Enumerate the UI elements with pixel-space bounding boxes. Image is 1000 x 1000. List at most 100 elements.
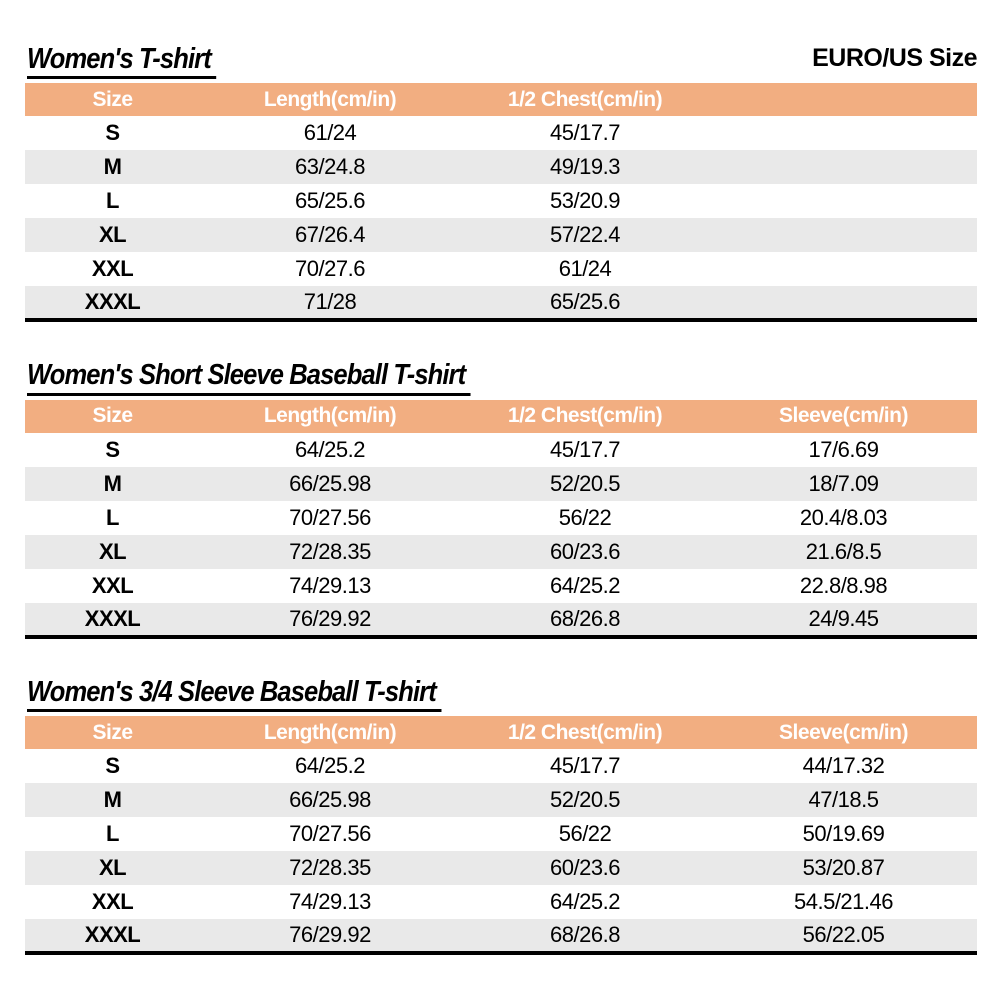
measurement-cell: 54.5/21.46 bbox=[794, 889, 893, 915]
measurement-cell: 61/24 bbox=[558, 256, 612, 282]
measurement-cell: 71/28 bbox=[303, 289, 357, 315]
header-row: Size Length(cm/in) 1/2 Chest(cm/in) Sleeve(… bbox=[25, 716, 977, 750]
size-chart-page: Women's T-shirt EURO/US Size Size Length(… bbox=[25, 44, 977, 956]
measurement-cell: 20.4/8.03 bbox=[799, 504, 888, 530]
measurement-cell: 18/7.09 bbox=[808, 470, 879, 496]
measurement-cell bbox=[710, 218, 977, 252]
table-row: XXXL 76/29.92 68/26.8 24/9.45 bbox=[25, 602, 977, 637]
size-label-cell: L bbox=[106, 821, 119, 847]
measurement-cell: 52/20.5 bbox=[550, 470, 620, 496]
size-label-cell: XL bbox=[98, 222, 127, 248]
table-title: Women's Short Sleeve Baseball T-shirt bbox=[27, 360, 471, 396]
measurement-cell: 24/9.45 bbox=[808, 605, 879, 631]
measurement-cell bbox=[710, 286, 977, 320]
womens-tshirt-section: Women's T-shirt EURO/US Size Size Length(… bbox=[25, 44, 977, 323]
size-table: Size Length(cm/in) 1/2 Chest(cm/in) S 61/24… bbox=[25, 83, 977, 323]
table-row: XXL 70/27.6 61/24 bbox=[25, 252, 977, 286]
column-header: Sleeve(cm/in) bbox=[779, 404, 908, 428]
measurement-cell: 60/23.6 bbox=[550, 538, 620, 564]
measurement-cell: 52/20.5 bbox=[550, 787, 620, 813]
measurement-cell: 56/22 bbox=[558, 821, 612, 847]
measurement-cell: 63/24.8 bbox=[295, 154, 365, 180]
table-title: Women's T-shirt bbox=[27, 44, 217, 80]
size-label-cell: S bbox=[105, 120, 120, 146]
size-label-cell: M bbox=[103, 787, 122, 813]
section-title-row: Women's T-shirt EURO/US Size bbox=[27, 44, 977, 80]
size-label-cell: XXL bbox=[91, 889, 134, 915]
header-row: Size Length(cm/in) 1/2 Chest(cm/in) Sleeve(… bbox=[25, 399, 977, 433]
measurement-cell: 45/17.7 bbox=[550, 436, 620, 462]
size-label-cell: XL bbox=[98, 855, 127, 881]
measurement-cell: 21.6/8.5 bbox=[805, 538, 882, 564]
column-header: 1/2 Chest(cm/in) bbox=[507, 404, 663, 428]
measurement-cell: 66/25.98 bbox=[289, 787, 371, 813]
table-row: L 65/25.6 53/20.9 bbox=[25, 184, 977, 218]
measurement-cell: 45/17.7 bbox=[550, 753, 620, 779]
measurement-cell: 76/29.92 bbox=[289, 605, 371, 631]
womens-three-quarter-sleeve-baseball-section: Women's 3/4 Sleeve Baseball T-shirt Size… bbox=[25, 676, 977, 956]
table-row: L 70/27.56 56/22 20.4/8.03 bbox=[25, 501, 977, 535]
measurement-cell bbox=[710, 184, 977, 218]
table-row: XXXL 71/28 65/25.6 bbox=[25, 286, 977, 321]
measurement-cell: 45/17.7 bbox=[550, 120, 620, 146]
size-label-cell: XXXL bbox=[84, 922, 141, 948]
measurement-cell: 17/6.69 bbox=[808, 436, 879, 462]
column-header: Size bbox=[92, 720, 133, 744]
measurement-cell: 70/27.6 bbox=[295, 256, 365, 282]
measurement-cell: 68/26.8 bbox=[550, 605, 620, 631]
table-row: XXL 74/29.13 64/25.2 22.8/8.98 bbox=[25, 569, 977, 603]
measurement-cell: 50/19.69 bbox=[802, 821, 885, 847]
measurement-cell: 49/19.3 bbox=[550, 154, 620, 180]
measurement-cell: 57/22.4 bbox=[550, 222, 620, 248]
header-row: Size Length(cm/in) 1/2 Chest(cm/in) bbox=[25, 83, 977, 117]
measurement-cell: 74/29.13 bbox=[289, 889, 371, 915]
size-label-cell: S bbox=[105, 436, 120, 462]
measurement-cell: 72/28.35 bbox=[289, 538, 371, 564]
measurement-cell: 66/25.98 bbox=[289, 470, 371, 496]
section-title-row: Women's 3/4 Sleeve Baseball T-shirt bbox=[27, 676, 977, 713]
table-row: XL 72/28.35 60/23.6 53/20.87 bbox=[25, 851, 977, 886]
measurement-cell: 22.8/8.98 bbox=[799, 572, 888, 598]
size-standard-label: EURO/US Size bbox=[812, 44, 977, 73]
table-row: XL 72/28.35 60/23.6 21.6/8.5 bbox=[25, 534, 977, 569]
measurement-cell: 64/25.2 bbox=[295, 753, 365, 779]
measurement-cell: 76/29.92 bbox=[289, 922, 371, 948]
size-label-cell: XL bbox=[98, 538, 127, 564]
measurement-cell: 67/26.4 bbox=[295, 222, 365, 248]
measurement-cell: 53/20.87 bbox=[802, 855, 885, 881]
measurement-cell: 56/22.05 bbox=[802, 922, 885, 948]
column-header: Sleeve(cm/in) bbox=[779, 720, 908, 744]
table-row: XXXL 76/29.92 68/26.8 56/22.05 bbox=[25, 919, 977, 954]
measurement-cell: 65/25.6 bbox=[550, 289, 620, 315]
measurement-cell: 72/28.35 bbox=[289, 855, 371, 881]
column-header bbox=[710, 83, 977, 116]
size-label-cell: L bbox=[106, 188, 119, 214]
size-label-cell: XXL bbox=[91, 256, 134, 282]
column-header: Length(cm/in) bbox=[263, 404, 397, 428]
measurement-cell bbox=[710, 150, 977, 184]
column-header: Size bbox=[92, 404, 133, 428]
measurement-cell: 68/26.8 bbox=[550, 922, 620, 948]
measurement-cell: 53/20.9 bbox=[550, 188, 620, 214]
size-label-cell: XXXL bbox=[84, 605, 141, 631]
size-table: Size Length(cm/in) 1/2 Chest(cm/in) Sleeve(… bbox=[25, 399, 977, 639]
table-row: S 64/25.2 45/17.7 44/17.32 bbox=[25, 749, 977, 783]
measurement-cell: 60/23.6 bbox=[550, 855, 620, 881]
table-row: M 66/25.98 52/20.5 18/7.09 bbox=[25, 466, 977, 501]
measurement-cell: 44/17.32 bbox=[802, 753, 885, 779]
table-title: Women's 3/4 Sleeve Baseball T-shirt bbox=[27, 676, 442, 713]
measurement-cell: 64/25.2 bbox=[550, 572, 620, 598]
column-header: Length(cm/in) bbox=[263, 87, 397, 111]
measurement-cell: 70/27.56 bbox=[289, 504, 371, 530]
table-row: L 70/27.56 56/22 50/19.69 bbox=[25, 817, 977, 851]
size-label-cell: M bbox=[103, 470, 122, 496]
size-label-cell: L bbox=[106, 504, 119, 530]
column-header: Size bbox=[92, 87, 133, 111]
measurement-cell: 74/29.13 bbox=[289, 572, 371, 598]
column-header: Length(cm/in) bbox=[263, 720, 397, 744]
measurement-cell: 64/25.2 bbox=[550, 889, 620, 915]
measurement-cell: 64/25.2 bbox=[295, 436, 365, 462]
table-row: M 66/25.98 52/20.5 47/18.5 bbox=[25, 783, 977, 818]
measurement-cell bbox=[710, 116, 977, 150]
table-row: S 64/25.2 45/17.7 17/6.69 bbox=[25, 433, 977, 467]
